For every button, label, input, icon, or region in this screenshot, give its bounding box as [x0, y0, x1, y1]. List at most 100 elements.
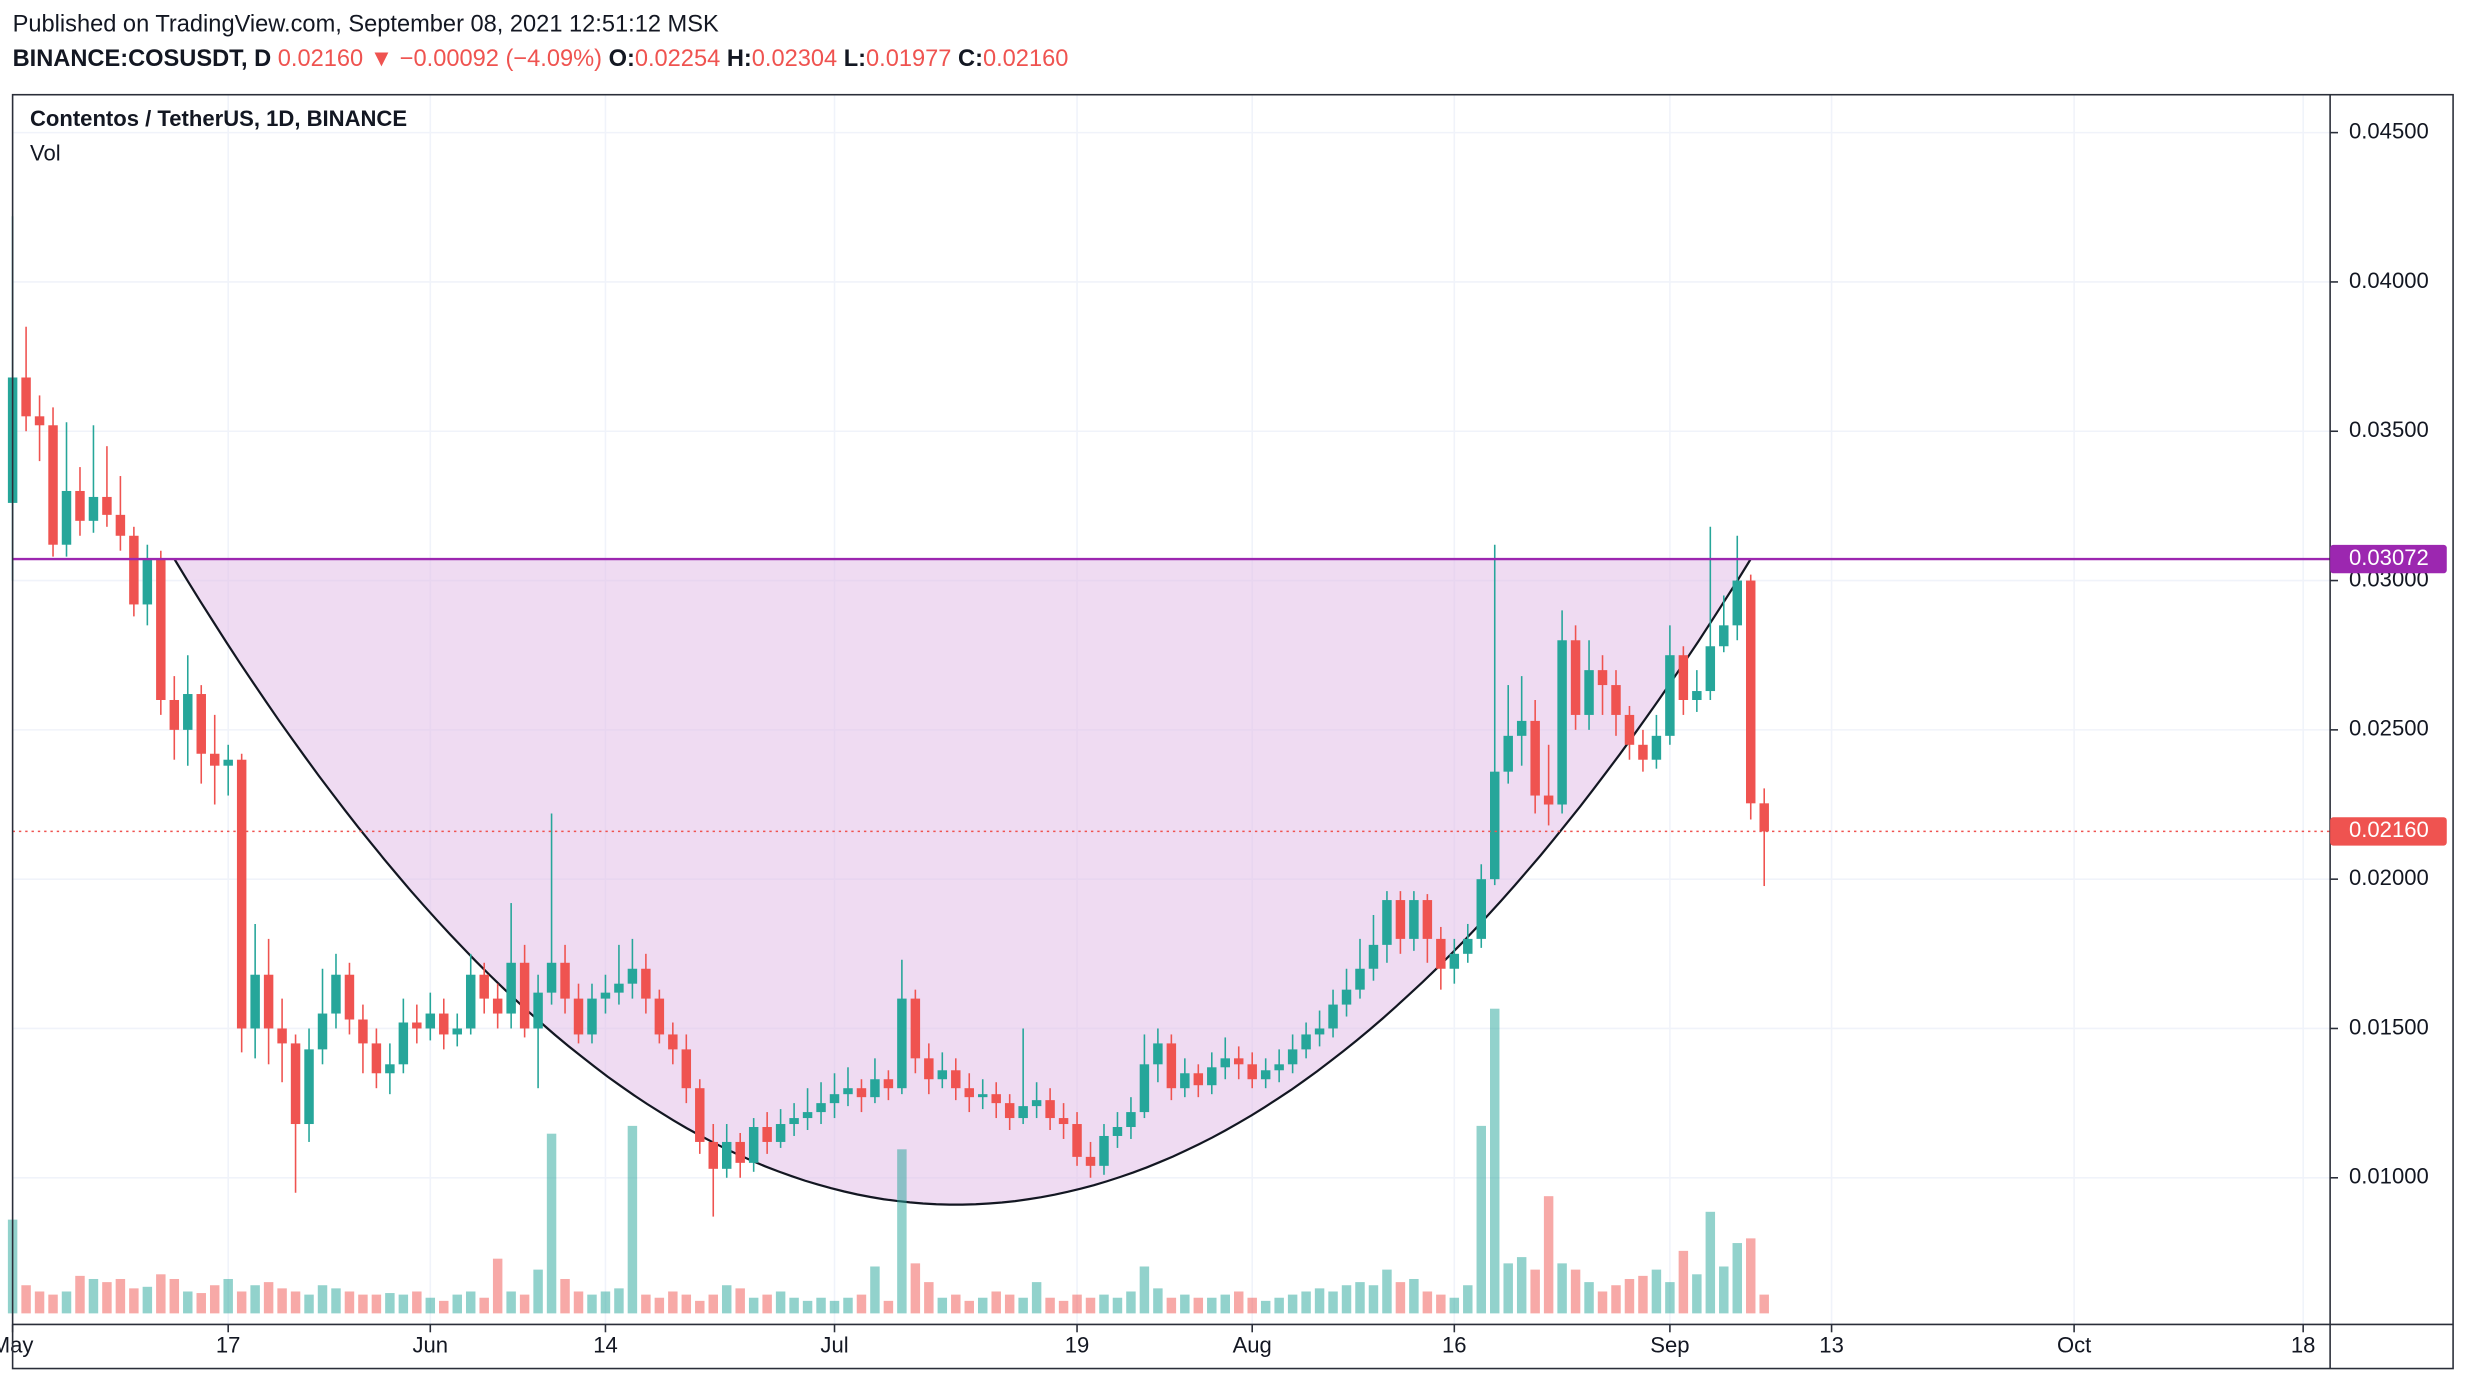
- volume-bar: [627, 1125, 638, 1314]
- candle-body: [1112, 1127, 1123, 1136]
- volume-bar: [1139, 1266, 1150, 1314]
- volume-bar: [1436, 1294, 1446, 1314]
- candle-body: [1692, 691, 1702, 700]
- candle-body: [533, 992, 543, 1029]
- volume-bar: [1126, 1291, 1136, 1314]
- candle-body: [1220, 1058, 1230, 1068]
- y-tick-label: 0.04500: [2349, 118, 2429, 143]
- volume-bar: [856, 1294, 867, 1314]
- candle-body: [856, 1088, 867, 1098]
- volume-bar: [1341, 1285, 1352, 1314]
- candle-body: [1382, 900, 1392, 945]
- candle-body: [223, 759, 233, 766]
- candle-body: [1503, 735, 1513, 772]
- volume-bar: [533, 1269, 543, 1314]
- candle-body: [1341, 989, 1352, 1005]
- volume-bar: [492, 1258, 503, 1314]
- candle-body: [1449, 953, 1460, 969]
- candle-body: [236, 759, 247, 1029]
- volume-bar: [1705, 1211, 1716, 1314]
- volume-bar: [1665, 1282, 1675, 1314]
- candle-body: [1260, 1070, 1271, 1080]
- frame: [11, 93, 2454, 1370]
- candle-body: [991, 1094, 1001, 1104]
- volume-bar: [1004, 1294, 1015, 1314]
- candle-body: [1570, 640, 1581, 715]
- last: 0.02160: [278, 46, 363, 72]
- candle-body: [358, 1019, 368, 1044]
- volume-bar: [1678, 1250, 1689, 1314]
- volume-bar: [1234, 1291, 1244, 1314]
- candle-body: [183, 694, 193, 730]
- volume-bar: [344, 1291, 355, 1314]
- volume-bar: [708, 1294, 718, 1314]
- y-tick-label: 0.01500: [2349, 1014, 2429, 1039]
- x-tick-label: 18: [2291, 1332, 2316, 1357]
- candle-body: [614, 983, 624, 993]
- candle-body: [695, 1088, 705, 1142]
- candle-body: [897, 998, 907, 1089]
- volume-bar: [1516, 1257, 1527, 1314]
- volume-bar: [317, 1285, 328, 1314]
- volume-bar: [196, 1293, 206, 1314]
- volume-bar: [1274, 1297, 1284, 1314]
- volume-bar: [115, 1278, 126, 1314]
- volume-bar: [277, 1288, 287, 1314]
- volume-bar: [439, 1300, 449, 1314]
- volume-bar: [1166, 1297, 1177, 1314]
- candle-body: [1126, 1112, 1136, 1128]
- volume-bar: [88, 1278, 99, 1314]
- candle-body: [1153, 1043, 1163, 1065]
- candle-body: [1678, 655, 1689, 700]
- y-tick-label: 0.01000: [2349, 1164, 2429, 1189]
- ohlc-key: O:: [609, 46, 635, 72]
- candle-body: [102, 496, 112, 515]
- candle-body: [546, 962, 557, 993]
- volume-bar: [964, 1300, 974, 1314]
- volume-bar: [371, 1294, 382, 1314]
- volume-bar: [102, 1282, 112, 1314]
- symbol-line: BINANCE:COSUSDT, D 0.02160 ▼ −0.00092 (−…: [13, 46, 1069, 72]
- volume-bar: [762, 1294, 772, 1314]
- candle-body: [1584, 670, 1594, 715]
- volume-bar: [1099, 1294, 1109, 1314]
- volume-bar: [775, 1291, 786, 1314]
- candle-body: [1045, 1100, 1055, 1119]
- volume-bar: [1692, 1274, 1702, 1314]
- volume-bar: [870, 1266, 880, 1314]
- ohlc-value: 0.01977: [866, 46, 951, 72]
- y-tick-label: 0.03500: [2349, 417, 2429, 442]
- volume-bar: [937, 1297, 948, 1314]
- volume-bar: [560, 1278, 570, 1314]
- candle-body: [492, 998, 503, 1014]
- candle-body: [331, 974, 341, 1014]
- candle-body: [1287, 1049, 1298, 1065]
- volume-bar: [1328, 1291, 1338, 1314]
- volume-bar: [223, 1278, 233, 1314]
- ohlc-key: H:: [727, 46, 752, 72]
- candle-body: [668, 1034, 678, 1050]
- volume-bar: [924, 1282, 934, 1314]
- candle-body: [600, 992, 611, 999]
- volume-bar: [1031, 1282, 1042, 1314]
- candle-body: [344, 974, 355, 1020]
- candle-body: [196, 694, 206, 754]
- volume-bar: [1287, 1294, 1298, 1314]
- volume-bar: [816, 1297, 826, 1314]
- volume-bar: [1759, 1294, 1769, 1314]
- candle-body: [1476, 879, 1486, 939]
- candle-body: [829, 1094, 840, 1104]
- volume-bar: [1112, 1297, 1123, 1314]
- volume-bar: [802, 1300, 813, 1314]
- volume-bar: [1611, 1285, 1621, 1314]
- candle-body: [1166, 1043, 1177, 1089]
- cup-curve: [173, 558, 1752, 1206]
- volume-bar: [1207, 1297, 1217, 1314]
- y-tick-label: 0.02000: [2349, 865, 2429, 890]
- volume-legend: Vol: [30, 140, 61, 165]
- volume-bar: [1624, 1278, 1635, 1314]
- published: Published on TradingView.com, September …: [13, 12, 719, 38]
- legend-title: Contentos / TetherUS, 1D, BINANCE: [30, 106, 407, 131]
- volume-bar: [721, 1285, 732, 1314]
